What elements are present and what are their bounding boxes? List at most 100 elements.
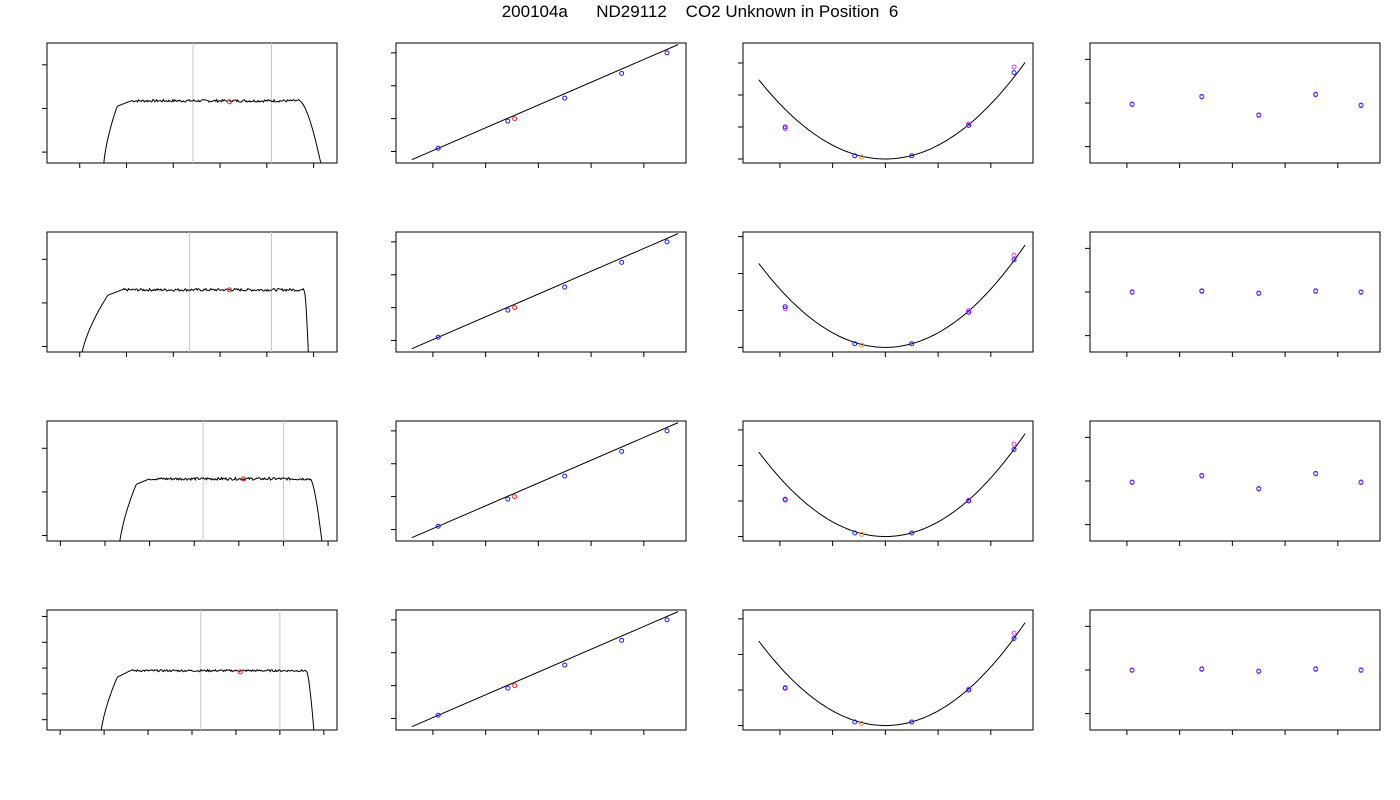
plot-frame <box>46 420 338 542</box>
quadratic-curve <box>758 433 1026 538</box>
plot-area <box>758 433 1026 538</box>
known-point <box>435 334 441 340</box>
known-point <box>1011 635 1017 641</box>
known-point <box>782 685 788 691</box>
known-point <box>966 498 972 504</box>
fit-line <box>411 422 679 539</box>
panel-linear_removed-1 <box>738 42 1034 168</box>
residual-point-overlay <box>1199 473 1205 479</box>
known-point <box>782 304 788 310</box>
known-point <box>852 530 858 536</box>
plot-frame <box>395 42 687 164</box>
known-point <box>619 448 625 454</box>
trace-line <box>81 287 309 352</box>
panel-trace-2 <box>42 231 338 357</box>
alt-point <box>966 121 972 127</box>
unknown-marker <box>226 287 232 293</box>
plot-area <box>81 232 309 352</box>
plot-frame <box>1089 609 1381 731</box>
known-point <box>909 153 915 159</box>
known-point <box>562 662 568 668</box>
plot-frame <box>46 231 338 353</box>
unknown-point <box>859 154 865 160</box>
plot-area <box>758 62 1026 160</box>
known-point <box>664 50 670 56</box>
panel-residuals-1 <box>1085 42 1381 168</box>
plot-frame <box>742 231 1034 353</box>
unknown-point <box>512 305 518 311</box>
unknown-marker <box>237 669 243 675</box>
residual-point-overlay <box>1358 290 1364 296</box>
known-point <box>619 637 625 643</box>
panel-residuals-2 <box>1085 231 1381 357</box>
residual-point-overlay <box>1256 486 1262 492</box>
unknown-point <box>512 116 518 122</box>
plot-area <box>758 622 1026 727</box>
known-point <box>966 122 972 128</box>
plot-area <box>1129 288 1364 297</box>
plot-area <box>1129 470 1364 492</box>
trace-line <box>119 476 323 541</box>
residual-point-overlay <box>1129 480 1135 486</box>
known-point <box>782 124 788 130</box>
unknown-point <box>859 531 865 537</box>
residual-point-overlay <box>1256 669 1262 675</box>
known-point <box>664 617 670 623</box>
plot-area <box>411 44 679 161</box>
panel-linear_removed-4 <box>738 609 1034 735</box>
known-point <box>782 496 788 502</box>
unknown-point <box>512 683 518 689</box>
known-point <box>505 118 511 124</box>
plot-frame <box>742 420 1034 542</box>
panel-fit-2 <box>391 231 687 357</box>
panel-residuals-4 <box>1085 609 1381 735</box>
plot-area <box>100 610 315 730</box>
known-point <box>435 523 441 529</box>
residual-point-overlay <box>1199 667 1205 672</box>
quadratic-curve <box>758 622 1026 727</box>
residual-point-overlay <box>1313 92 1319 98</box>
plot-area <box>758 244 1026 348</box>
known-point <box>664 428 670 434</box>
panel-trace-3 <box>42 420 338 546</box>
alt-point <box>1011 441 1017 447</box>
alt-point <box>1011 64 1017 70</box>
known-point <box>505 496 511 502</box>
known-point <box>435 145 441 151</box>
plot-area <box>1129 666 1364 675</box>
alt-point <box>782 126 788 132</box>
fit-line <box>411 611 679 728</box>
alt-point <box>782 306 788 312</box>
residual-point-overlay <box>1199 94 1205 100</box>
residual-point-overlay <box>1129 290 1135 296</box>
residual-point-overlay <box>1313 667 1319 672</box>
unknown-marker <box>240 476 246 482</box>
known-point <box>852 719 858 725</box>
quadratic-curve <box>758 244 1026 348</box>
known-point <box>1011 446 1017 452</box>
residual-point-overlay <box>1313 289 1319 294</box>
plot-frame <box>742 609 1034 731</box>
plot-area <box>411 233 679 350</box>
known-point <box>1011 257 1017 263</box>
plot-area <box>411 422 679 539</box>
unknown-marker <box>226 99 232 105</box>
known-point <box>909 341 915 347</box>
unknown-point <box>859 342 865 348</box>
residual-point-overlay <box>1358 103 1364 109</box>
known-point <box>562 284 568 290</box>
plot-frame <box>395 609 687 731</box>
residual-point-overlay <box>1256 291 1262 297</box>
residual-point-overlay <box>1129 668 1135 673</box>
known-point <box>966 687 972 693</box>
known-point <box>966 309 972 315</box>
figure-title: 200104a ND29112 CO2 Unknown in Position … <box>501 2 899 21</box>
trace-line <box>100 668 315 730</box>
plot-frame <box>395 420 687 542</box>
plot-frame <box>46 609 338 731</box>
known-point <box>505 685 511 691</box>
known-point <box>852 341 858 347</box>
known-point <box>619 70 625 76</box>
fit-line <box>411 233 679 350</box>
